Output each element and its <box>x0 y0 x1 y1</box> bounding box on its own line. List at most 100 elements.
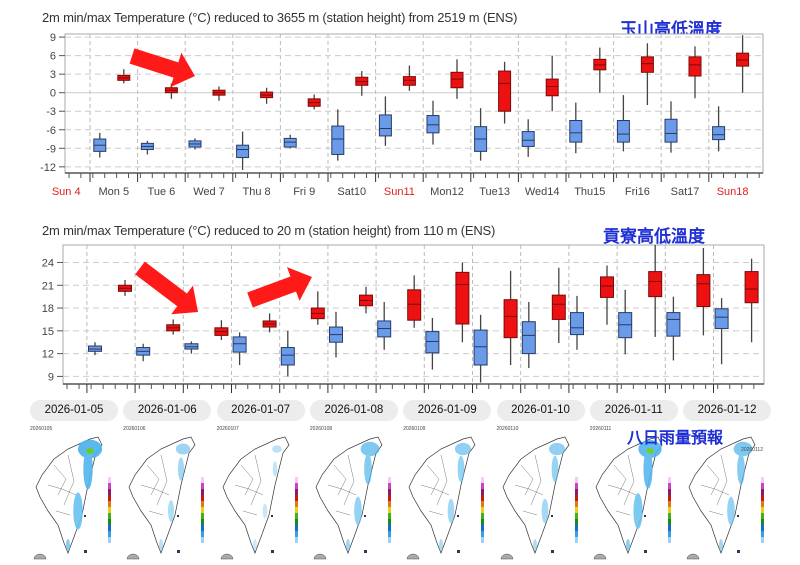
legend-color-bar <box>387 519 391 525</box>
rain-map: 20260107 <box>215 425 307 565</box>
rainfall-overlay <box>719 441 753 551</box>
county-borders <box>514 454 543 516</box>
x-tick-label: Sun18 <box>717 186 749 198</box>
legend-color-bar <box>108 525 111 531</box>
rain-map: 20260109 <box>401 425 493 565</box>
y-tick-label: 21 <box>42 280 54 292</box>
rain-date-tab[interactable]: 2026-01-08 <box>309 400 398 421</box>
max-box <box>503 299 518 339</box>
legend-color-bar <box>481 537 485 543</box>
legend-color-bar <box>294 501 298 507</box>
agency-logo-icon <box>220 553 233 560</box>
legend-color-bar <box>387 489 391 495</box>
x-tick-label: Wed 7 <box>193 186 225 198</box>
legend-color-bar <box>201 495 205 501</box>
legend-color-bar <box>574 513 578 519</box>
max-box <box>498 70 512 112</box>
taiwan-outline <box>222 436 290 554</box>
legend-color-bar <box>201 483 205 489</box>
legend-color-bar <box>761 495 765 501</box>
min-box <box>664 118 678 143</box>
legend-color-bar <box>108 489 111 495</box>
taiwan-map <box>406 436 485 560</box>
legend-color-bar <box>294 513 298 519</box>
legend-color-bar <box>574 531 578 537</box>
legend-color-bar <box>761 525 765 531</box>
map-date-stamp: 20260108 <box>309 426 333 432</box>
y-tick-label: 24 <box>42 257 54 269</box>
rain-date-tab[interactable]: 2026-01-12 <box>683 400 772 421</box>
legend-color-bar <box>667 513 671 519</box>
rainfall-overlay <box>345 441 380 551</box>
county-borders <box>421 454 450 516</box>
rain-map: 20260110 <box>495 425 587 565</box>
legend-color-bar <box>574 525 578 531</box>
x-tick-label: Thu 8 <box>243 186 271 198</box>
rain-date-tab[interactable]: 2026-01-05 <box>30 400 118 421</box>
rain-date-tab[interactable]: 2026-01-11 <box>589 400 678 421</box>
legend-color-bar <box>574 495 578 501</box>
y-tick-label: 9 <box>48 371 54 383</box>
y-tick-label: 9 <box>50 32 56 44</box>
min-box <box>521 321 536 355</box>
trend-arrow-icon <box>247 267 312 308</box>
max-box <box>640 56 654 73</box>
legend-color-bar <box>667 519 671 525</box>
legend-color-bar <box>294 519 298 525</box>
x-tick-label: Mon 5 <box>99 186 130 198</box>
y-tick-label: 3 <box>50 69 56 81</box>
legend-color-bar <box>761 489 765 495</box>
x-tick-label: Wed14 <box>525 186 560 198</box>
y-tick-label: -6 <box>46 125 56 137</box>
legend-color-bar <box>574 483 578 489</box>
rainfall-overlay <box>625 440 662 551</box>
min-box <box>714 308 729 330</box>
top-chart-title: 2m min/max Temperature (°C) reduced to 3… <box>42 10 518 25</box>
agency-logo-icon <box>406 553 420 560</box>
y-tick-label: -3 <box>46 106 56 118</box>
legend-color-bar <box>387 507 391 513</box>
rain-date-tab[interactable]: 2026-01-06 <box>123 400 212 421</box>
rain-date-tab[interactable]: 2026-01-09 <box>403 400 492 421</box>
legend-color-bar <box>481 489 485 495</box>
y-tick-label: -9 <box>46 143 56 155</box>
legend-color-bar <box>387 513 391 519</box>
legend-color-bar <box>667 477 671 483</box>
rain-map: 20260105 <box>28 425 120 565</box>
max-box <box>450 71 464 89</box>
legend-color-bar <box>574 537 578 543</box>
max-box <box>744 271 759 304</box>
rain-date-tab[interactable]: 2026-01-10 <box>496 400 585 421</box>
min-box <box>283 137 297 148</box>
legend-color-bar <box>481 477 485 483</box>
max-box <box>696 274 711 308</box>
legend-color-bar <box>761 519 765 525</box>
legend-color-bar <box>108 507 111 513</box>
legend-color-bar <box>201 489 205 495</box>
rain-date-tab[interactable]: 2026-01-07 <box>216 400 305 421</box>
legend-color-bar <box>667 495 671 501</box>
x-tick-label: Thu15 <box>574 186 605 198</box>
arrow-shape <box>129 48 196 88</box>
y-tick-label: -12 <box>40 162 56 174</box>
min-box <box>232 336 247 353</box>
legend-color-bar <box>481 519 485 525</box>
legend-color-bar <box>294 507 298 513</box>
taiwan-map <box>500 436 578 560</box>
min-box <box>378 114 392 137</box>
map-date-stamp: 20260107 <box>216 426 239 432</box>
legend-color-bar <box>761 477 765 483</box>
bottom-chart-annotation: 貢寮高低溫度 <box>603 227 705 247</box>
min-box <box>425 331 440 354</box>
map-date-stamp: 20260106 <box>123 426 146 432</box>
arrow-shape <box>135 261 199 315</box>
legend-color-bar <box>387 501 391 507</box>
legend-color-bar <box>387 525 391 531</box>
legend-color-bar <box>481 495 485 501</box>
legend-color-bar <box>108 483 111 489</box>
trend-arrow-icon <box>135 261 199 315</box>
min-box <box>236 144 250 159</box>
county-borders <box>701 454 730 516</box>
min-box <box>521 131 535 147</box>
legend-color-bar <box>761 507 765 513</box>
